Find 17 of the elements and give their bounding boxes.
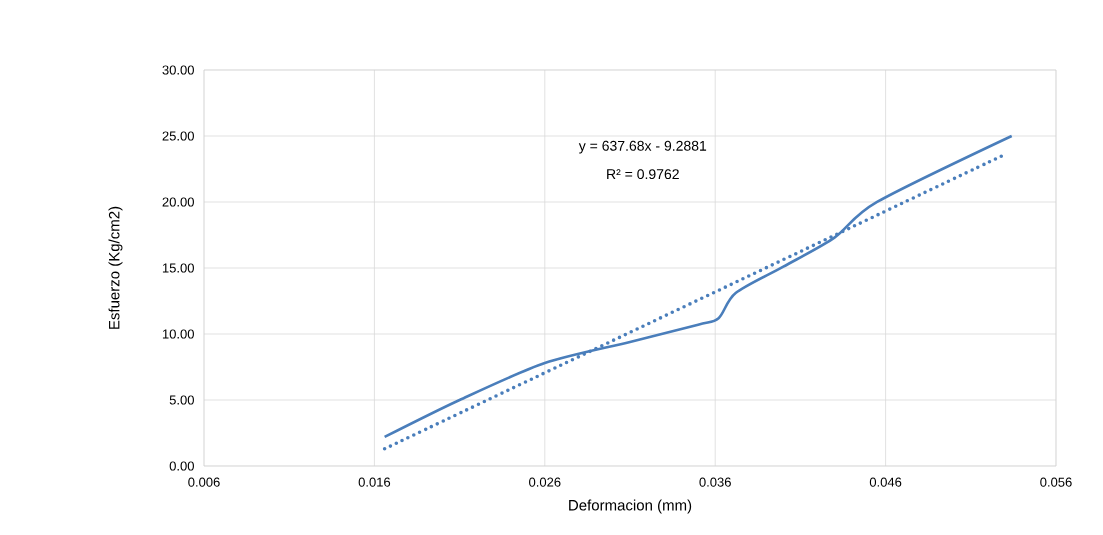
y-tick-label: 20.00	[162, 197, 194, 207]
y-tick-label: 10.00	[162, 329, 194, 339]
y-tick-label: 0.00	[169, 461, 194, 471]
x-tick-label: 0.006	[188, 477, 220, 487]
y-tick-label: 25.00	[162, 131, 194, 141]
y-tick-label: 5.00	[169, 395, 194, 405]
annotation: y = 637.68x - 9.2881	[578, 140, 707, 154]
x-tick-label: 0.026	[529, 477, 561, 487]
x-tick-label: 0.036	[699, 477, 731, 487]
y-axis-title: Esfuerzo (Kg/cm2)	[108, 206, 123, 329]
annotation: R² = 0.9762	[607, 169, 679, 180]
x-tick-label: 0.046	[869, 477, 902, 487]
y-tick-label: 30.00	[162, 65, 194, 75]
y-tick-label: 15.00	[162, 263, 194, 273]
x-axis-title: Deformacion (mm)	[569, 499, 692, 514]
x-tick-label: 0.016	[358, 477, 391, 487]
x-tick-label: 0.056	[1040, 477, 1072, 487]
